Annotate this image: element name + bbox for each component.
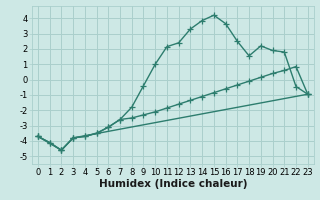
X-axis label: Humidex (Indice chaleur): Humidex (Indice chaleur) [99,179,247,189]
